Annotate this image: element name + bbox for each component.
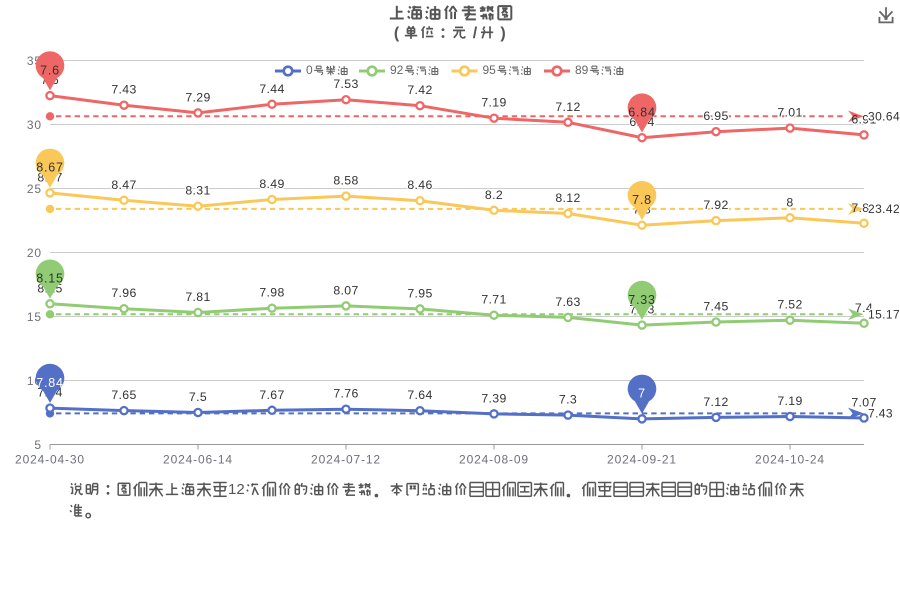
svg-text:7.67: 7.67 xyxy=(259,388,284,402)
svg-text:7.96: 7.96 xyxy=(111,286,136,300)
svg-text:7.19: 7.19 xyxy=(777,394,802,408)
svg-text:2024-06-14: 2024-06-14 xyxy=(163,453,233,467)
svg-text:2024-09-21: 2024-09-21 xyxy=(607,453,677,467)
svg-text:95: 95 xyxy=(483,63,497,77)
svg-text:2024-07-12: 2024-07-12 xyxy=(311,453,381,467)
svg-text:30: 30 xyxy=(27,118,42,132)
svg-text:8.15: 8.15 xyxy=(36,272,64,286)
svg-text:8.58: 8.58 xyxy=(333,174,358,188)
svg-text:6.84: 6.84 xyxy=(628,105,656,119)
svg-text:7.01: 7.01 xyxy=(777,106,802,120)
svg-text:7.44: 7.44 xyxy=(259,82,284,96)
svg-text:8.31: 8.31 xyxy=(185,184,210,198)
svg-text:2024-10-24: 2024-10-24 xyxy=(755,453,825,467)
svg-text:7.33: 7.33 xyxy=(628,293,656,307)
svg-text:30.64: 30.64 xyxy=(868,110,900,124)
svg-text:7.12: 7.12 xyxy=(555,100,580,114)
svg-text:7.53: 7.53 xyxy=(333,77,358,91)
svg-text:8: 8 xyxy=(786,195,793,209)
svg-text:7.12: 7.12 xyxy=(703,395,728,409)
svg-text:8.07: 8.07 xyxy=(333,283,358,297)
svg-text:7.81: 7.81 xyxy=(185,290,210,304)
svg-text:7.43: 7.43 xyxy=(868,407,893,421)
svg-text:7.64: 7.64 xyxy=(407,388,432,402)
svg-text:7.92: 7.92 xyxy=(703,198,728,212)
svg-text:7.43: 7.43 xyxy=(111,83,136,97)
svg-text:7.52: 7.52 xyxy=(777,298,802,312)
svg-text:8.67: 8.67 xyxy=(36,161,64,175)
svg-text:2024-08-09: 2024-08-09 xyxy=(459,453,529,467)
svg-text:89: 89 xyxy=(575,63,589,77)
svg-text:7.6: 7.6 xyxy=(40,63,60,77)
svg-text:15.17: 15.17 xyxy=(868,308,900,322)
svg-text:12: 12 xyxy=(228,481,245,498)
svg-text:7.84: 7.84 xyxy=(36,376,64,390)
svg-text:7.3: 7.3 xyxy=(559,393,577,407)
svg-text:15: 15 xyxy=(27,310,42,324)
svg-text:5: 5 xyxy=(34,438,42,452)
svg-text:92: 92 xyxy=(390,63,404,77)
svg-text:8.47: 8.47 xyxy=(111,178,136,192)
svg-text:7.8: 7.8 xyxy=(632,193,652,207)
svg-text:6.95: 6.95 xyxy=(703,109,728,123)
svg-text:7.5: 7.5 xyxy=(189,390,207,404)
svg-text:7.42: 7.42 xyxy=(407,83,432,97)
svg-text:8.49: 8.49 xyxy=(259,177,284,191)
svg-text:7.95: 7.95 xyxy=(407,286,432,300)
svg-text:0: 0 xyxy=(306,63,313,77)
svg-text:/: / xyxy=(473,25,478,42)
svg-text:7: 7 xyxy=(638,387,646,401)
svg-text:7.65: 7.65 xyxy=(111,388,136,402)
svg-text:(: ( xyxy=(394,25,400,42)
svg-text:2024-04-30: 2024-04-30 xyxy=(15,453,85,467)
svg-text:7.39: 7.39 xyxy=(481,391,506,405)
svg-text:7.71: 7.71 xyxy=(481,293,506,307)
svg-text:23.42: 23.42 xyxy=(868,202,900,216)
svg-text:7.19: 7.19 xyxy=(481,96,506,110)
svg-text:): ) xyxy=(500,25,505,42)
svg-text:7.98: 7.98 xyxy=(259,286,284,300)
svg-text:7.45: 7.45 xyxy=(703,300,728,314)
svg-text:8.46: 8.46 xyxy=(407,178,432,192)
svg-text:7.29: 7.29 xyxy=(185,90,210,104)
svg-text:20: 20 xyxy=(27,246,42,260)
svg-text:8.12: 8.12 xyxy=(555,191,580,205)
svg-text:7.63: 7.63 xyxy=(555,295,580,309)
svg-text:7.76: 7.76 xyxy=(333,387,358,401)
svg-text:8.2: 8.2 xyxy=(485,188,503,202)
